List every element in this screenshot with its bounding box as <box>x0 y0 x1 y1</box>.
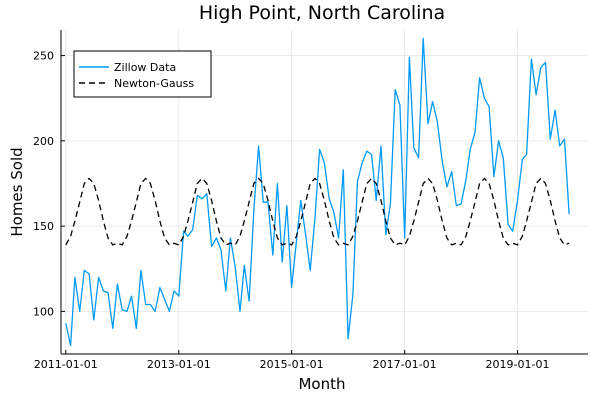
x-tick-label: 2011-01-01 <box>34 358 98 371</box>
series-line-zillow-data <box>65 37 570 347</box>
series-line-newton-gauss <box>65 177 570 246</box>
legend-label-zillow-data: Zillow Data <box>114 61 176 74</box>
legend: Zillow Data Newton-Gauss <box>73 50 212 98</box>
x-tick-label: 2019-01-01 <box>486 358 550 371</box>
legend-label-newton-gauss: Newton-Gauss <box>114 77 194 90</box>
x-axis-label: Month <box>298 375 345 393</box>
y-tick-label: 250 <box>33 50 54 63</box>
x-tick-label: 2015-01-01 <box>260 358 324 371</box>
x-tick-label: 2017-01-01 <box>373 358 437 371</box>
y-ticks: 100 150 200 250 <box>33 50 65 318</box>
series-layer <box>65 37 570 347</box>
x-tick-label: 2013-01-01 <box>147 358 211 371</box>
chart-title: High Point, North Carolina <box>199 2 445 24</box>
y-axis-label: Homes Sold <box>8 147 26 236</box>
legend-box <box>73 50 212 98</box>
y-tick-label: 200 <box>33 135 54 148</box>
x-ticks: 2011-01-01 2013-01-01 2015-01-01 2017-01-01… <box>34 350 550 371</box>
y-tick-label: 100 <box>33 305 54 318</box>
y-tick-label: 150 <box>33 220 54 233</box>
